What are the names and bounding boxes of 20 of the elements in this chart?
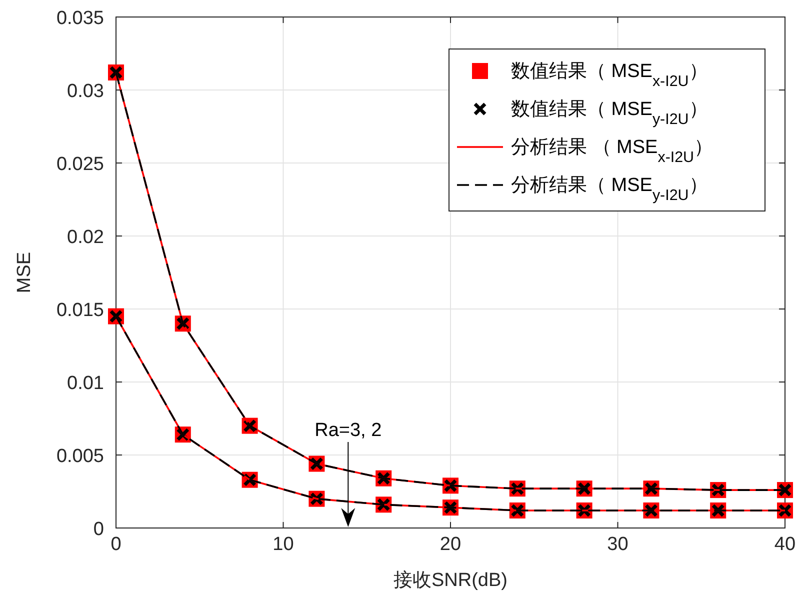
y-axis-title: MSE [14, 252, 35, 294]
x-tick-label: 10 [272, 534, 294, 555]
y-tick-label: 0.015 [56, 300, 104, 321]
legend-label: 数值结果（ MSE$_{x-I2U}$） [511, 61, 708, 90]
legend-label: 分析结果 （ MSE$_{x-I2U}$） [511, 137, 714, 166]
x-tick-label: 0 [110, 534, 122, 555]
y-tick-label: 0.025 [56, 154, 104, 175]
x-tick-label: 20 [440, 534, 462, 555]
annotation: Ra=3, 2 [314, 420, 382, 441]
y-tick-label: 0 [93, 519, 104, 540]
y-tick-label: 0.01 [67, 373, 104, 394]
legend-label: 数值结果（ MSE$_{y-I2U}$） [511, 99, 708, 128]
x-tick-label: 30 [607, 534, 628, 555]
y-tick-label: 0.035 [56, 8, 104, 29]
x-axis-title: 接收SNR(dB) [393, 570, 508, 591]
x-tick-label: 40 [774, 534, 796, 555]
y-tick-label: 0.005 [56, 446, 104, 467]
y-tick-label: 0.03 [67, 81, 104, 102]
y-tick-label: 0.02 [67, 227, 104, 248]
legend-label: 分析结果（ MSE$_{y-I2U}$） [511, 175, 708, 204]
